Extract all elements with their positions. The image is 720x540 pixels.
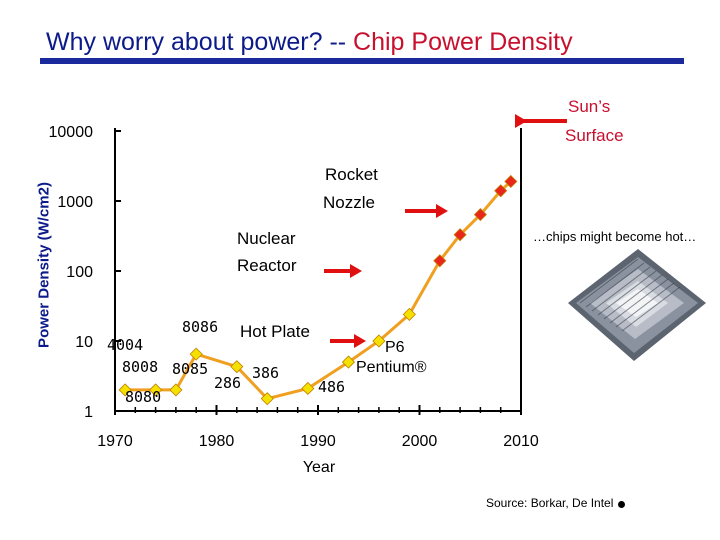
data-point-marker — [189, 347, 203, 361]
sun-surface-arrow-head — [515, 114, 527, 128]
data-point-marker — [453, 228, 467, 242]
processor-chip-image — [568, 249, 706, 361]
x-tick-label: 1980 — [199, 433, 235, 450]
x-tick-label: 2010 — [503, 433, 539, 450]
y-tick-label: 1 — [84, 404, 93, 421]
data-point-marker — [149, 383, 163, 397]
data-point-marker — [260, 392, 274, 406]
label-8008: 8008 — [122, 358, 159, 376]
data-point-marker — [301, 381, 315, 396]
bullet-icon — [617, 501, 625, 508]
data-point-marker — [372, 334, 386, 348]
hot-plate-label: Hot Plate — [240, 322, 310, 341]
hot-plate-arrow-head — [354, 334, 366, 348]
x-tick-label: 2000 — [402, 433, 438, 450]
title-part-topic: Chip Power Density — [353, 28, 573, 56]
label-486: 486 — [318, 378, 346, 396]
data-point-marker — [341, 355, 356, 369]
sun-surface-label-1: Sun’s — [568, 97, 611, 116]
label-4004: 4004 — [107, 336, 144, 354]
nuclear-reactor-arrow-head — [350, 264, 362, 278]
sun-surface-label-2: Surface — [565, 126, 624, 145]
data-point-marker — [494, 184, 508, 198]
data-point-marker — [473, 208, 487, 222]
data-point-marker — [169, 383, 183, 397]
source-text: Source: Borkar, De Intel — [486, 496, 614, 510]
y-tick-label: 100 — [66, 264, 93, 281]
rocket-nozzle-arrow-head — [436, 204, 448, 218]
label-8080: 8080 — [125, 388, 162, 406]
label-286: 286 — [214, 374, 242, 392]
rocket-nozzle-label-1: Rocket — [325, 165, 378, 184]
rocket-nozzle-label-2: Nozzle — [323, 193, 375, 212]
x-tick-label: 1990 — [300, 433, 336, 450]
x-tick-label: 1970 — [97, 433, 133, 450]
y-tick-label: 1000 — [57, 194, 93, 211]
data-point-marker — [230, 360, 244, 374]
y-tick-label: 10 — [75, 334, 93, 351]
chips-hot-caption: …chips might become hot… — [533, 229, 697, 244]
title-part-question: Why worry about power? -- — [46, 28, 354, 56]
slide-title: Why worry about power? -- Chip Power Den… — [46, 28, 573, 57]
label-pentium: Pentium® — [356, 359, 427, 376]
x-axis-title: Year — [303, 459, 336, 476]
data-point-marker — [118, 383, 132, 397]
data-point-marker — [402, 307, 416, 321]
nuclear-reactor-label-2: Reactor — [237, 256, 297, 275]
data-point-marker — [433, 254, 447, 268]
label-p6: P6 — [385, 339, 405, 356]
title-underline — [40, 58, 684, 64]
y-tick-label: 10000 — [49, 124, 94, 141]
label-8085: 8085 — [172, 360, 209, 378]
source-note: Source: Borkar, De Intel — [486, 496, 625, 510]
label-386: 386 — [252, 364, 280, 382]
label-8086: 8086 — [182, 318, 219, 336]
nuclear-reactor-label-1: Nuclear — [237, 229, 296, 248]
data-point-marker — [504, 174, 518, 189]
